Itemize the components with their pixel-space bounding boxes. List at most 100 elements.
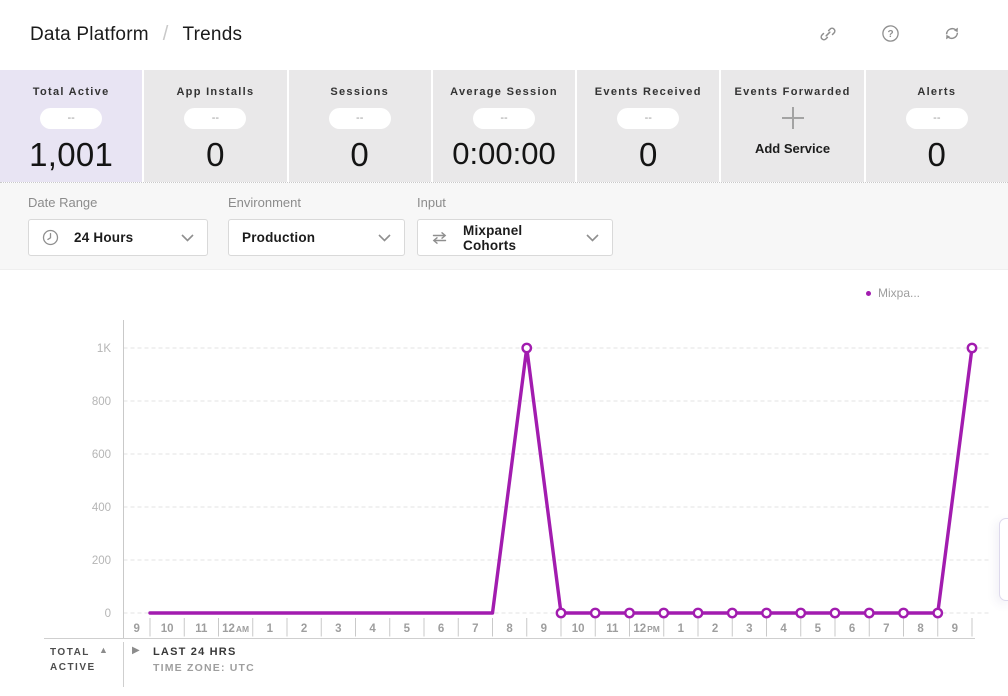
chevron-down-icon [576,233,599,242]
data-point-marker[interactable] [658,607,670,619]
data-point-marker[interactable] [624,607,635,619]
stat-card-events-received[interactable]: Events Received -- 0 [577,70,720,182]
refresh-button[interactable] [941,24,963,46]
x-axis-label: 4 [369,623,376,635]
stat-card-events-forwarded[interactable]: Events Forwarded Add Service [721,70,864,182]
x-axis-label: 7 [472,623,478,635]
add-service-button[interactable]: Add Service [754,141,831,156]
stat-card-sessions[interactable]: Sessions -- 0 [288,70,431,182]
input-select[interactable]: Mixpanel Cohorts [417,219,613,256]
input-value: Mixpanel Cohorts [463,222,523,253]
x-axis-label: 11 [606,623,619,635]
edge-widget-tab[interactable] [999,518,1008,601]
trends-line-chart: 0 200 400 600 800 1K 9 10 11 12AM 1 2 3 4 5 6 7 8 9 10 11 12P… [44,320,990,639]
data-point-marker[interactable] [863,607,875,619]
stat-value: 0:00:00 [452,136,556,171]
x-axis-label: 4 [780,623,787,635]
x-axis-label: 12AM [222,623,249,635]
breadcrumb: Data Platform / Trends [30,23,243,47]
y-axis-tick-label: 200 [92,555,111,567]
stat-value: 0 [638,136,658,173]
data-point-marker[interactable] [795,607,807,619]
x-axis-label: 7 [883,623,889,635]
x-axis-label: 2 [712,623,718,635]
environment-select[interactable]: Production [228,219,405,256]
data-point-marker[interactable] [932,607,944,619]
date-range-value: 24 Hours [74,230,134,245]
filter-label: Date Range [28,195,98,210]
trends-chart-section: Mixpa... 0 200 400 600 800 1K 9 10 11 12AM 1 2 3 4 5 6 7… [0,270,1008,696]
plus-icon [721,103,863,133]
data-point-marker[interactable] [829,607,841,619]
stat-label: Events Received [594,86,702,98]
x-axis-label: 9 [952,623,958,635]
filter-label: Environment [228,195,301,210]
stat-label: Events Forwarded [734,86,851,98]
x-axis-label: 9 [541,623,547,635]
breadcrumb-current: Trends [182,24,243,45]
stat-card-average-session[interactable]: Average Session -- 0:00:00 [432,70,576,182]
y-axis-tick-label: 1K [97,343,111,355]
footer-metric-name: TOTAL ACTIVE [50,647,96,673]
breadcrumb-root[interactable]: Data Platform [30,24,149,45]
legend-series-dot [866,290,871,296]
date-range-select[interactable]: 24 Hours [28,219,208,256]
stat-card-total-active[interactable]: Total Active -- 1,001 [0,70,143,182]
data-point-marker[interactable] [898,607,909,619]
filter-date-range: Date Range 24 Hours [28,195,208,269]
footer-range-block: LAST 24 HRS TIME ZONE: UTC [153,646,255,674]
data-point-marker[interactable] [966,342,978,354]
data-point-marker[interactable] [726,607,738,619]
share-link-button[interactable] [817,24,839,46]
x-axis-label: 8 [506,623,513,635]
data-point-marker[interactable] [555,607,567,619]
header-actions: ? [817,24,978,46]
sync-icon [943,25,961,45]
stat-change-badge: -- [40,108,103,129]
x-axis-label: 10 [161,623,174,635]
stat-label: Alerts [917,86,957,98]
chevron-down-icon [171,233,194,242]
data-point-marker[interactable] [589,607,601,619]
data-point-marker[interactable] [521,342,533,354]
triangle-right-icon[interactable] [132,645,140,656]
svg-text:?: ? [887,29,893,40]
filter-input: Input Mixpanel Cohorts [417,195,613,269]
help-button[interactable]: ? [879,24,901,46]
stat-value: 0 [927,136,947,173]
stat-change-badge: -- [472,108,535,129]
x-axis-label: 10 [572,623,585,635]
x-axis-label: 3 [746,623,752,635]
stat-label: Sessions [330,86,390,98]
triangle-up-icon[interactable] [99,645,108,655]
x-axis-label: 8 [917,623,924,635]
x-axis-label: 5 [404,623,411,635]
stat-card-app-installs[interactable]: App Installs -- 0 [144,70,287,182]
environment-value: Production [242,230,316,245]
page-header: Data Platform / Trends ? [0,0,1008,70]
x-axis-label: 9 [134,623,140,635]
stat-change-badge: -- [905,108,968,129]
legend-item[interactable]: Mixpa... [866,286,920,300]
stat-change-badge: -- [184,108,247,129]
stat-card-alerts[interactable]: Alerts -- 0 [865,70,1008,182]
chart-footer: TOTAL ACTIVE LAST 24 HRS TIME ZONE: UTC [0,641,1008,696]
x-axis-label: 11 [195,623,208,635]
stat-label: Total Active [32,86,110,98]
x-axis-label: 1 [267,623,274,635]
stat-value: 0 [350,136,370,173]
y-axis-tick-label: 600 [92,449,111,461]
y-axis-tick-label: 400 [92,502,111,514]
filter-label: Input [417,195,446,210]
stat-label: App Installs [176,86,255,98]
link-icon [819,25,837,46]
stat-value: 0 [206,136,225,173]
data-point-marker[interactable] [761,607,772,619]
filter-bar: Date Range 24 Hours Environment Producti… [0,183,1008,270]
stat-label: Average Session [450,86,558,98]
x-axis-label: 3 [335,623,341,635]
footer-timezone-label: TIME ZONE: UTC [153,662,255,674]
data-point-marker[interactable] [692,607,704,619]
footer-range-label: LAST 24 HRS [153,646,237,658]
stat-value: 1,001 [29,136,114,173]
